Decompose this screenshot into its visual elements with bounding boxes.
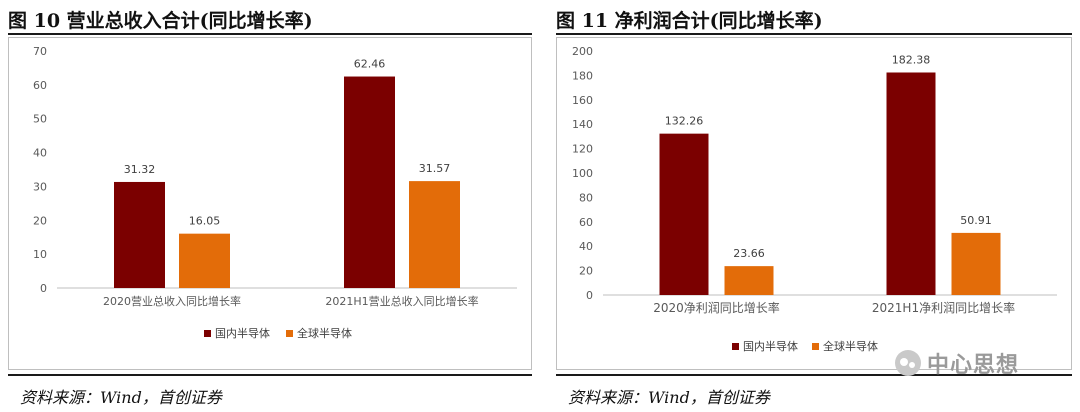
net-profit-growth-chart: 0 20 40 60 80 100 120 140 160 180 200 132.26 23.66 20… (572, 45, 1057, 353)
bar-domestic (114, 181, 165, 288)
bar-global (409, 181, 460, 288)
title-rule (556, 33, 1072, 35)
y-tick-label: 80 (579, 191, 593, 204)
y-tick-label: 200 (572, 45, 593, 58)
title-rule (8, 33, 532, 35)
data-label: 23.66 (733, 247, 765, 260)
y-tick-label: 100 (572, 167, 593, 180)
bottom-rule (8, 374, 532, 376)
y-tick-label: 20 (579, 265, 593, 278)
y-tick-label: 60 (579, 216, 593, 229)
figure-10-panel: 图 10 营业总收入合计(同比增长率) 0 10 20 30 40 50 60 70 31.32… (8, 10, 532, 407)
legend-swatch-domestic (204, 330, 211, 337)
watermark: 中心思想 (895, 347, 1019, 379)
chart-frame: 0 20 40 60 80 100 120 140 160 180 200 132.26 23.66 20… (556, 37, 1072, 370)
bottom-rule (556, 374, 1072, 376)
data-label: 16.05 (189, 215, 221, 228)
y-tick-label: 120 (572, 143, 593, 156)
data-label: 50.91 (960, 214, 992, 227)
y-tick-label: 0 (586, 289, 593, 302)
source-note: 资料来源：Wind，首创证券 (20, 388, 222, 407)
chart-frame: 0 10 20 30 40 50 60 70 31.32 16.05 2020营业总收入同比增长率 6… (8, 37, 532, 370)
y-tick-label: 60 (33, 79, 47, 92)
legend-label: 全球半导体 (823, 339, 878, 353)
legend-label: 全球半导体 (297, 326, 352, 340)
bar-global (724, 266, 774, 295)
bar-domestic (344, 76, 395, 288)
watermark-text: 中心思想 (927, 353, 1020, 378)
wechat-logo-icon (895, 350, 921, 376)
x-tick-label: 2020营业总收入同比增长率 (103, 294, 241, 308)
y-tick-label: 180 (572, 69, 593, 82)
data-label: 62.46 (354, 58, 386, 71)
y-tick-label: 20 (33, 214, 47, 227)
figure-title: 图 11 净利润合计(同比增长率) (556, 10, 823, 32)
y-tick-label: 50 (33, 113, 47, 126)
legend-swatch-global (812, 343, 819, 350)
y-tick-label: 160 (572, 94, 593, 107)
legend-label: 国内半导体 (743, 339, 798, 353)
data-label: 132.26 (665, 115, 704, 128)
y-tick-label: 30 (33, 180, 47, 193)
figure-title: 图 10 营业总收入合计(同比增长率) (8, 10, 313, 32)
x-tick-label: 2020净利润同比增长率 (653, 300, 780, 315)
data-label: 31.32 (124, 163, 156, 176)
legend-swatch-global (286, 330, 293, 337)
y-tick-label: 140 (572, 118, 593, 131)
source-note: 资料来源：Wind，首创证券 (568, 388, 770, 407)
bar-global (179, 233, 230, 288)
bar-global (951, 232, 1001, 295)
bar-domestic (659, 133, 709, 295)
x-tick-label: 2021H1净利润同比增长率 (872, 300, 1015, 315)
y-tick-label: 40 (579, 240, 593, 253)
legend-label: 国内半导体 (215, 326, 270, 340)
data-label: 31.57 (419, 162, 451, 175)
x-tick-label: 2021H1营业总收入同比增长率 (325, 294, 478, 308)
y-tick-label: 70 (33, 45, 47, 58)
y-tick-label: 10 (33, 248, 47, 261)
y-tick-label: 40 (33, 147, 47, 160)
bar-domestic (886, 72, 936, 295)
y-tick-label: 0 (40, 282, 47, 295)
data-label: 182.38 (892, 53, 931, 66)
figure-11-panel: 图 11 净利润合计(同比增长率) 0 20 40 60 80 100 120 140 160 1… (548, 0, 1080, 412)
revenue-growth-chart: 0 10 20 30 40 50 60 70 31.32 16.05 2020营业总收入同比增长率 6… (33, 45, 517, 340)
legend-swatch-domestic (732, 343, 739, 350)
